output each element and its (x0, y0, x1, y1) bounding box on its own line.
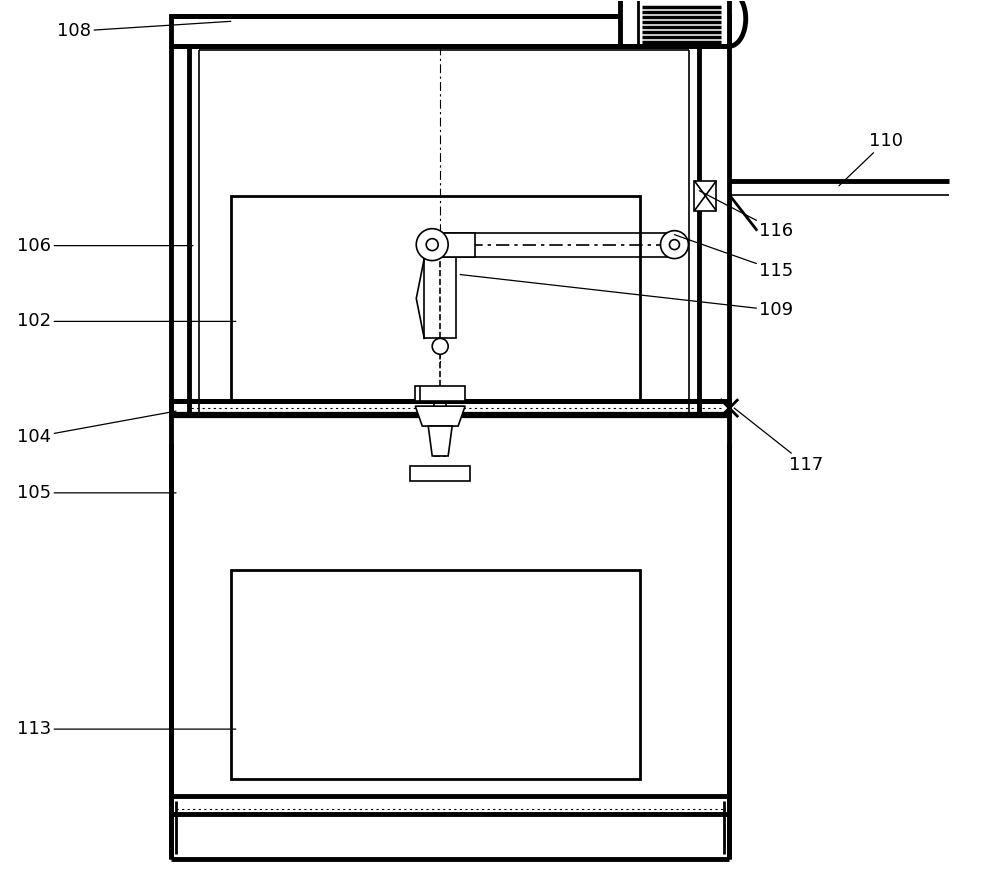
Text: 115: 115 (674, 235, 793, 279)
Circle shape (660, 231, 688, 259)
Bar (694, 181, 716, 211)
Text: 106: 106 (17, 237, 193, 255)
Bar (620, 0, 729, 46)
Polygon shape (415, 406, 465, 426)
Circle shape (669, 239, 679, 249)
Circle shape (432, 338, 448, 354)
Text: 104: 104 (17, 411, 176, 446)
Text: 102: 102 (17, 312, 236, 330)
Polygon shape (428, 426, 452, 456)
Bar (171, 16, 729, 46)
Circle shape (426, 239, 438, 251)
Text: 116: 116 (699, 190, 793, 239)
Bar (171, 401, 729, 415)
Text: 109: 109 (460, 274, 793, 320)
Text: 110: 110 (839, 132, 903, 186)
Circle shape (416, 229, 448, 261)
Text: 113: 113 (17, 720, 236, 738)
Bar (415, 386, 465, 401)
Bar (231, 196, 640, 401)
Text: 117: 117 (734, 409, 823, 474)
Text: 108: 108 (57, 21, 231, 40)
Bar (435, 232, 475, 256)
Text: 105: 105 (17, 484, 176, 502)
Bar (231, 570, 640, 779)
Polygon shape (410, 466, 470, 481)
Bar (424, 256, 456, 338)
